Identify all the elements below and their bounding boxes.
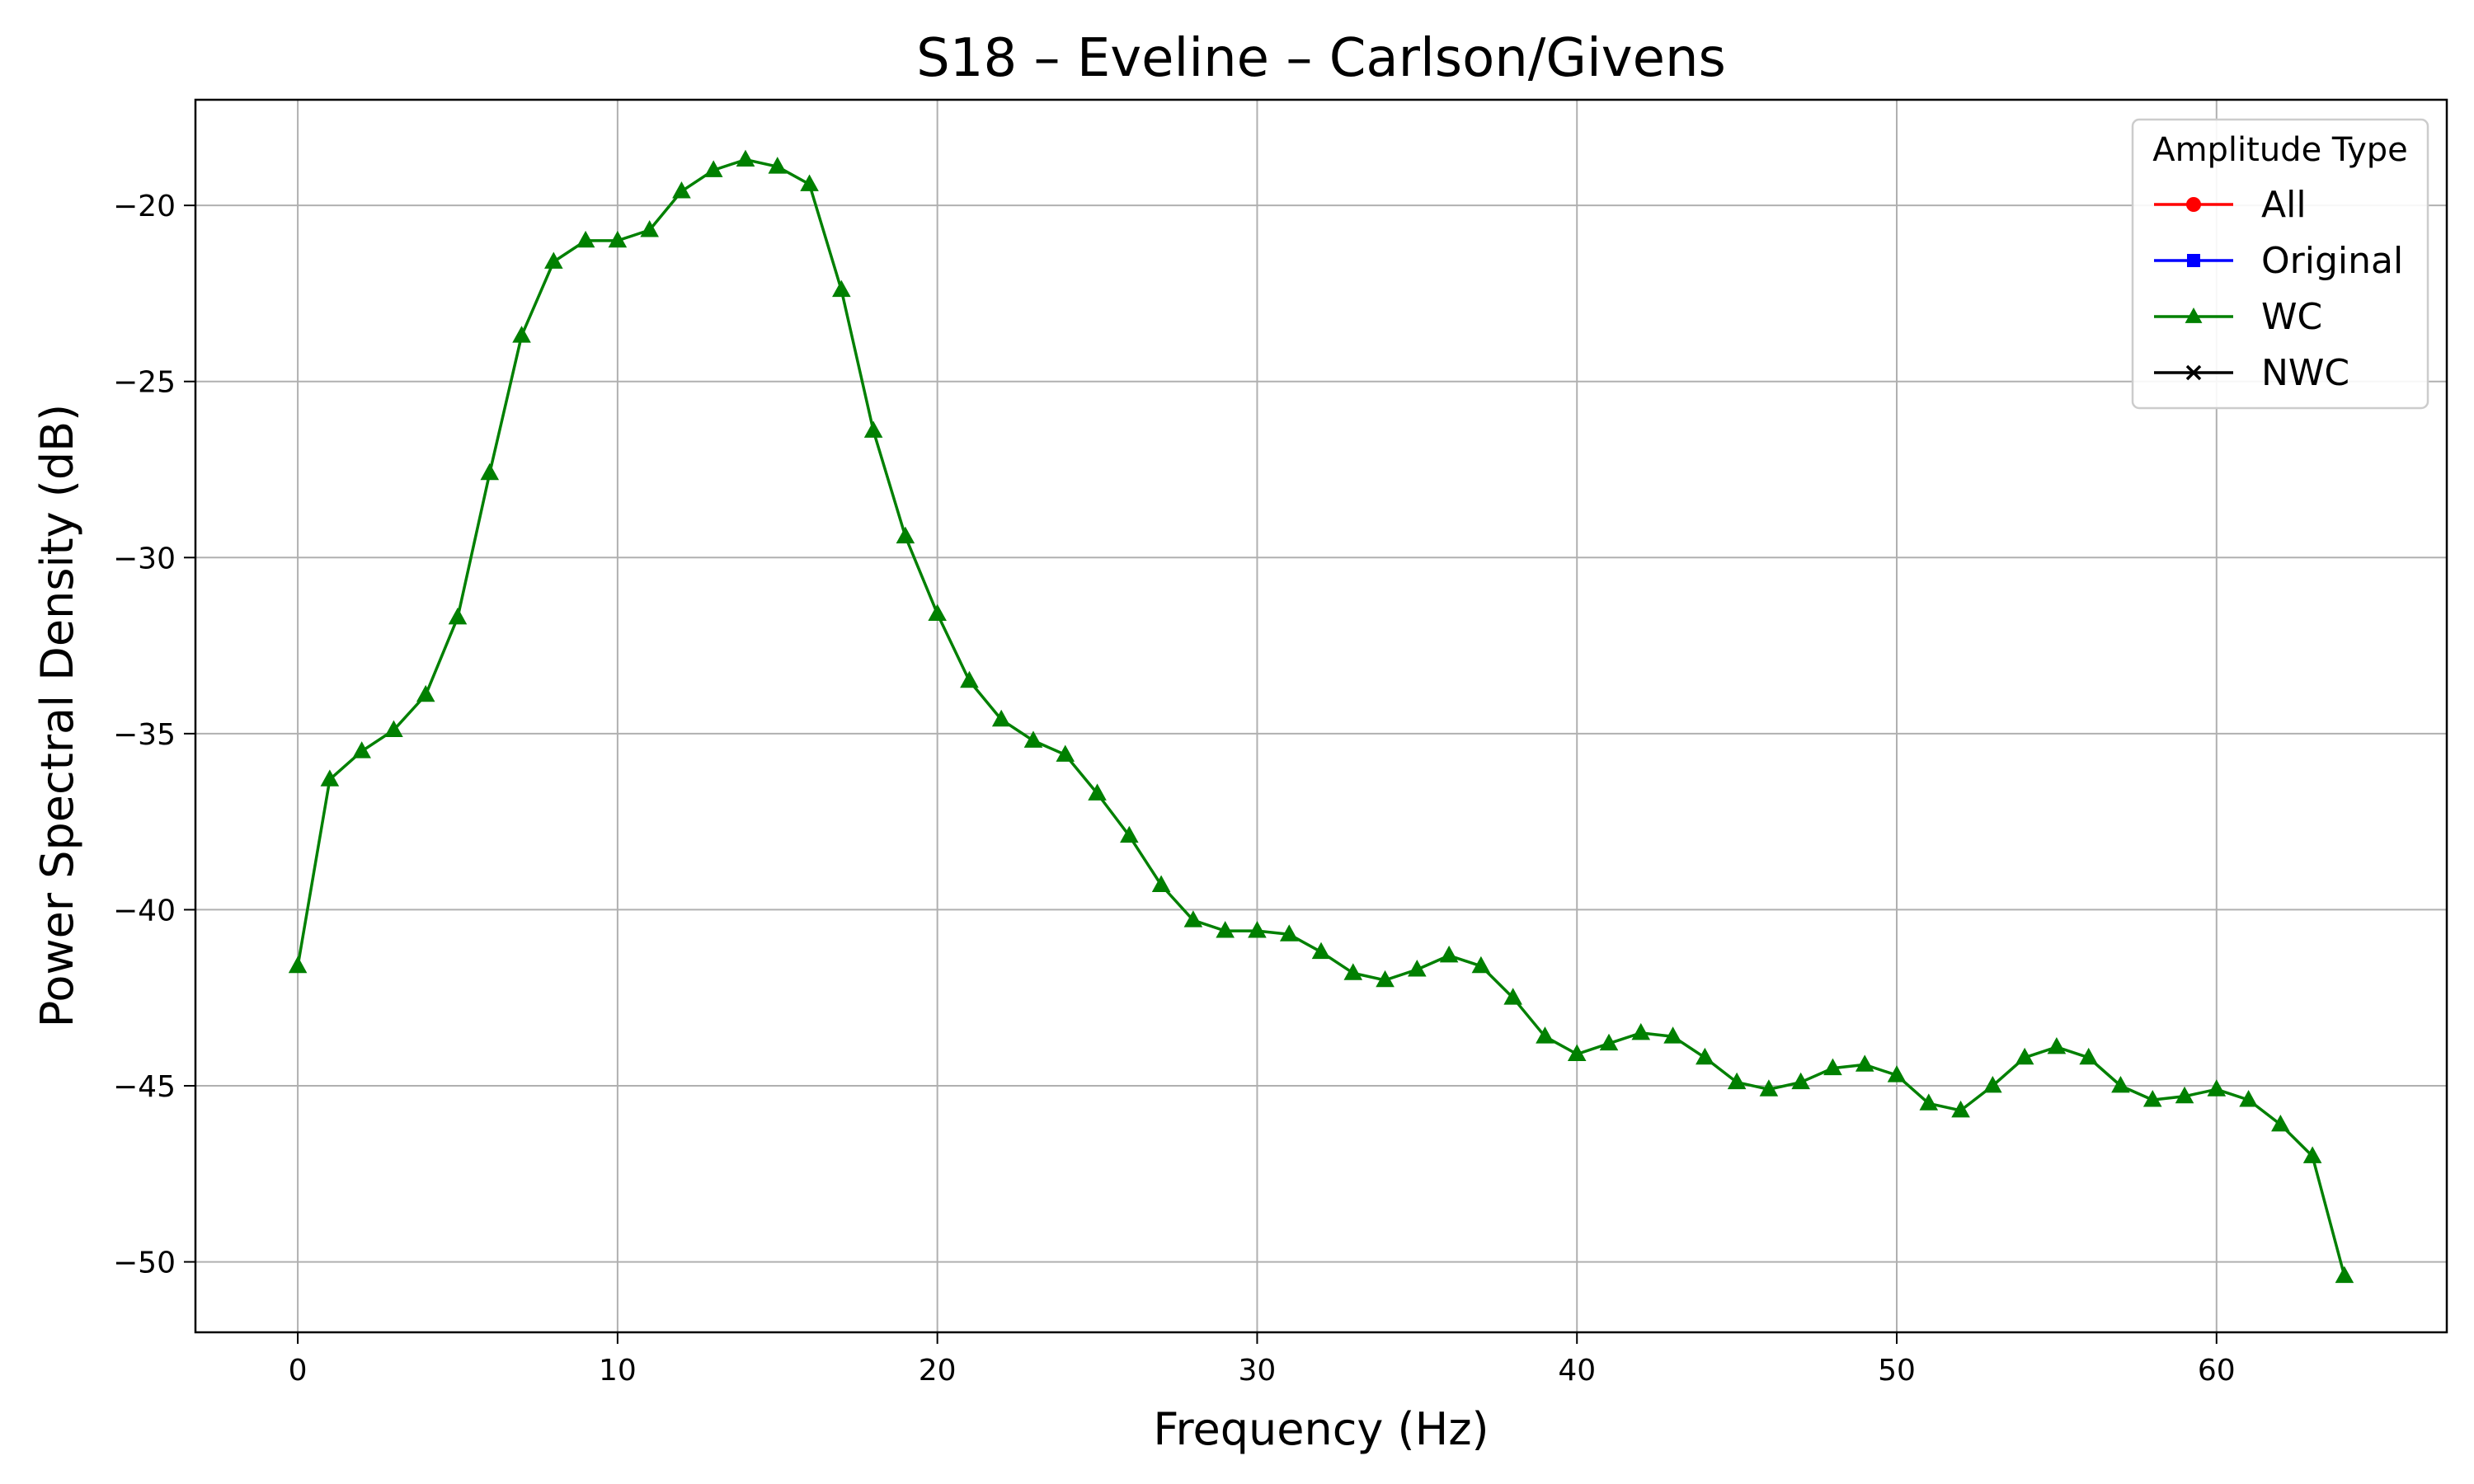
data-point — [736, 149, 755, 167]
legend-marker-all — [2186, 197, 2201, 212]
x-tick-label: 20 — [919, 1354, 957, 1388]
y-tick-label: −20 — [113, 190, 176, 223]
y-tick-label: −30 — [113, 542, 176, 575]
data-point — [2111, 1075, 2130, 1093]
data-point — [2335, 1266, 2354, 1284]
data-point — [832, 279, 851, 298]
series-layer — [288, 149, 2354, 1284]
data-point — [2015, 1047, 2034, 1065]
legend-title: Amplitude Type — [2152, 131, 2408, 169]
data-point — [768, 157, 788, 174]
data-point — [2239, 1090, 2258, 1107]
data-point — [1887, 1065, 1907, 1082]
y-tick-label: −25 — [113, 366, 176, 400]
legend-label-wc: WC — [2261, 296, 2322, 338]
y-tick-label: −35 — [113, 718, 176, 752]
data-point — [1823, 1058, 1842, 1076]
data-point — [1631, 1022, 1651, 1040]
data-point — [2271, 1114, 2290, 1132]
y-tick-label: −45 — [113, 1070, 176, 1104]
legend-box — [2131, 118, 2429, 410]
legend-marker-original — [2187, 254, 2200, 267]
y-tick-label: −50 — [113, 1247, 176, 1280]
data-point — [896, 526, 915, 544]
data-point — [928, 603, 947, 622]
data-point — [1376, 970, 1395, 988]
data-point — [352, 741, 371, 758]
legend-label-nwc: NWC — [2261, 352, 2349, 394]
data-point — [1439, 945, 1459, 963]
plot-frame — [194, 98, 2448, 1334]
x-tick-label: 60 — [2198, 1354, 2236, 1388]
data-point — [1151, 875, 1171, 892]
data-point — [1791, 1072, 1810, 1090]
data-point — [288, 956, 308, 974]
data-point — [672, 181, 691, 199]
data-point — [1311, 942, 1331, 960]
data-point — [1023, 730, 1043, 748]
data-point — [1216, 921, 1235, 938]
legend-label-all: All — [2261, 184, 2307, 226]
data-point — [1599, 1033, 1619, 1051]
data-point — [640, 220, 659, 237]
data-point — [320, 769, 340, 787]
data-point — [2175, 1086, 2194, 1104]
legend: Amplitude Type All Original WC NWC — [2131, 118, 2429, 410]
data-point — [1343, 963, 1363, 980]
data-point — [703, 160, 723, 177]
data-point — [960, 670, 979, 688]
y-axis-label: Power Spectral Density (dB) — [31, 404, 83, 1027]
data-point — [863, 420, 883, 438]
legend-marker-wc — [2185, 308, 2203, 323]
data-point — [2207, 1079, 2227, 1097]
data-point — [416, 684, 435, 702]
data-point — [1855, 1054, 1874, 1072]
data-point — [1183, 910, 1203, 928]
data-point — [1663, 1026, 1682, 1044]
legend-marker-nwc — [2185, 364, 2202, 381]
data-point — [480, 463, 500, 481]
data-point — [1759, 1079, 1779, 1097]
data-point — [1120, 825, 1139, 843]
data-point — [2079, 1047, 2098, 1065]
data-point — [991, 709, 1011, 727]
tick-layer: 0 10 20 30 40 50 60 −50 −45 −40 −35 −30 −25 −20 — [113, 190, 2236, 1388]
data-point — [2142, 1090, 2162, 1107]
data-point — [576, 230, 595, 248]
y-tick-label: −40 — [113, 894, 176, 928]
data-point — [1408, 960, 1427, 977]
x-axis-label: Frequency (Hz) — [1153, 1403, 1489, 1455]
data-point — [2047, 1036, 2067, 1054]
data-point — [800, 174, 819, 191]
chart-title: S18 – Eveline – Carlson/Givens — [916, 28, 1726, 89]
data-point — [1503, 988, 1522, 1005]
legend-label-original: Original — [2261, 240, 2403, 282]
data-point — [1727, 1072, 1747, 1090]
data-point — [1951, 1100, 1970, 1118]
grid-layer — [195, 100, 2447, 1332]
data-point — [512, 326, 531, 343]
data-point — [384, 720, 403, 738]
data-point — [1536, 1026, 1554, 1044]
data-point — [1056, 744, 1075, 762]
data-point — [448, 607, 468, 625]
x-tick-label: 40 — [1558, 1354, 1596, 1388]
data-point — [1088, 783, 1107, 801]
data-point — [608, 230, 628, 248]
data-point — [1279, 924, 1299, 942]
x-tick-label: 50 — [1878, 1354, 1916, 1388]
x-tick-label: 30 — [1239, 1354, 1277, 1388]
data-point — [1248, 921, 1267, 938]
data-point — [544, 251, 563, 269]
data-point — [1983, 1075, 2002, 1093]
x-tick-label: 0 — [289, 1354, 308, 1388]
data-point — [1567, 1044, 1587, 1061]
data-point — [1471, 956, 1491, 974]
data-point — [1696, 1047, 1714, 1065]
x-tick-label: 10 — [599, 1354, 637, 1388]
data-point — [1919, 1093, 1939, 1111]
data-point — [2302, 1146, 2322, 1163]
